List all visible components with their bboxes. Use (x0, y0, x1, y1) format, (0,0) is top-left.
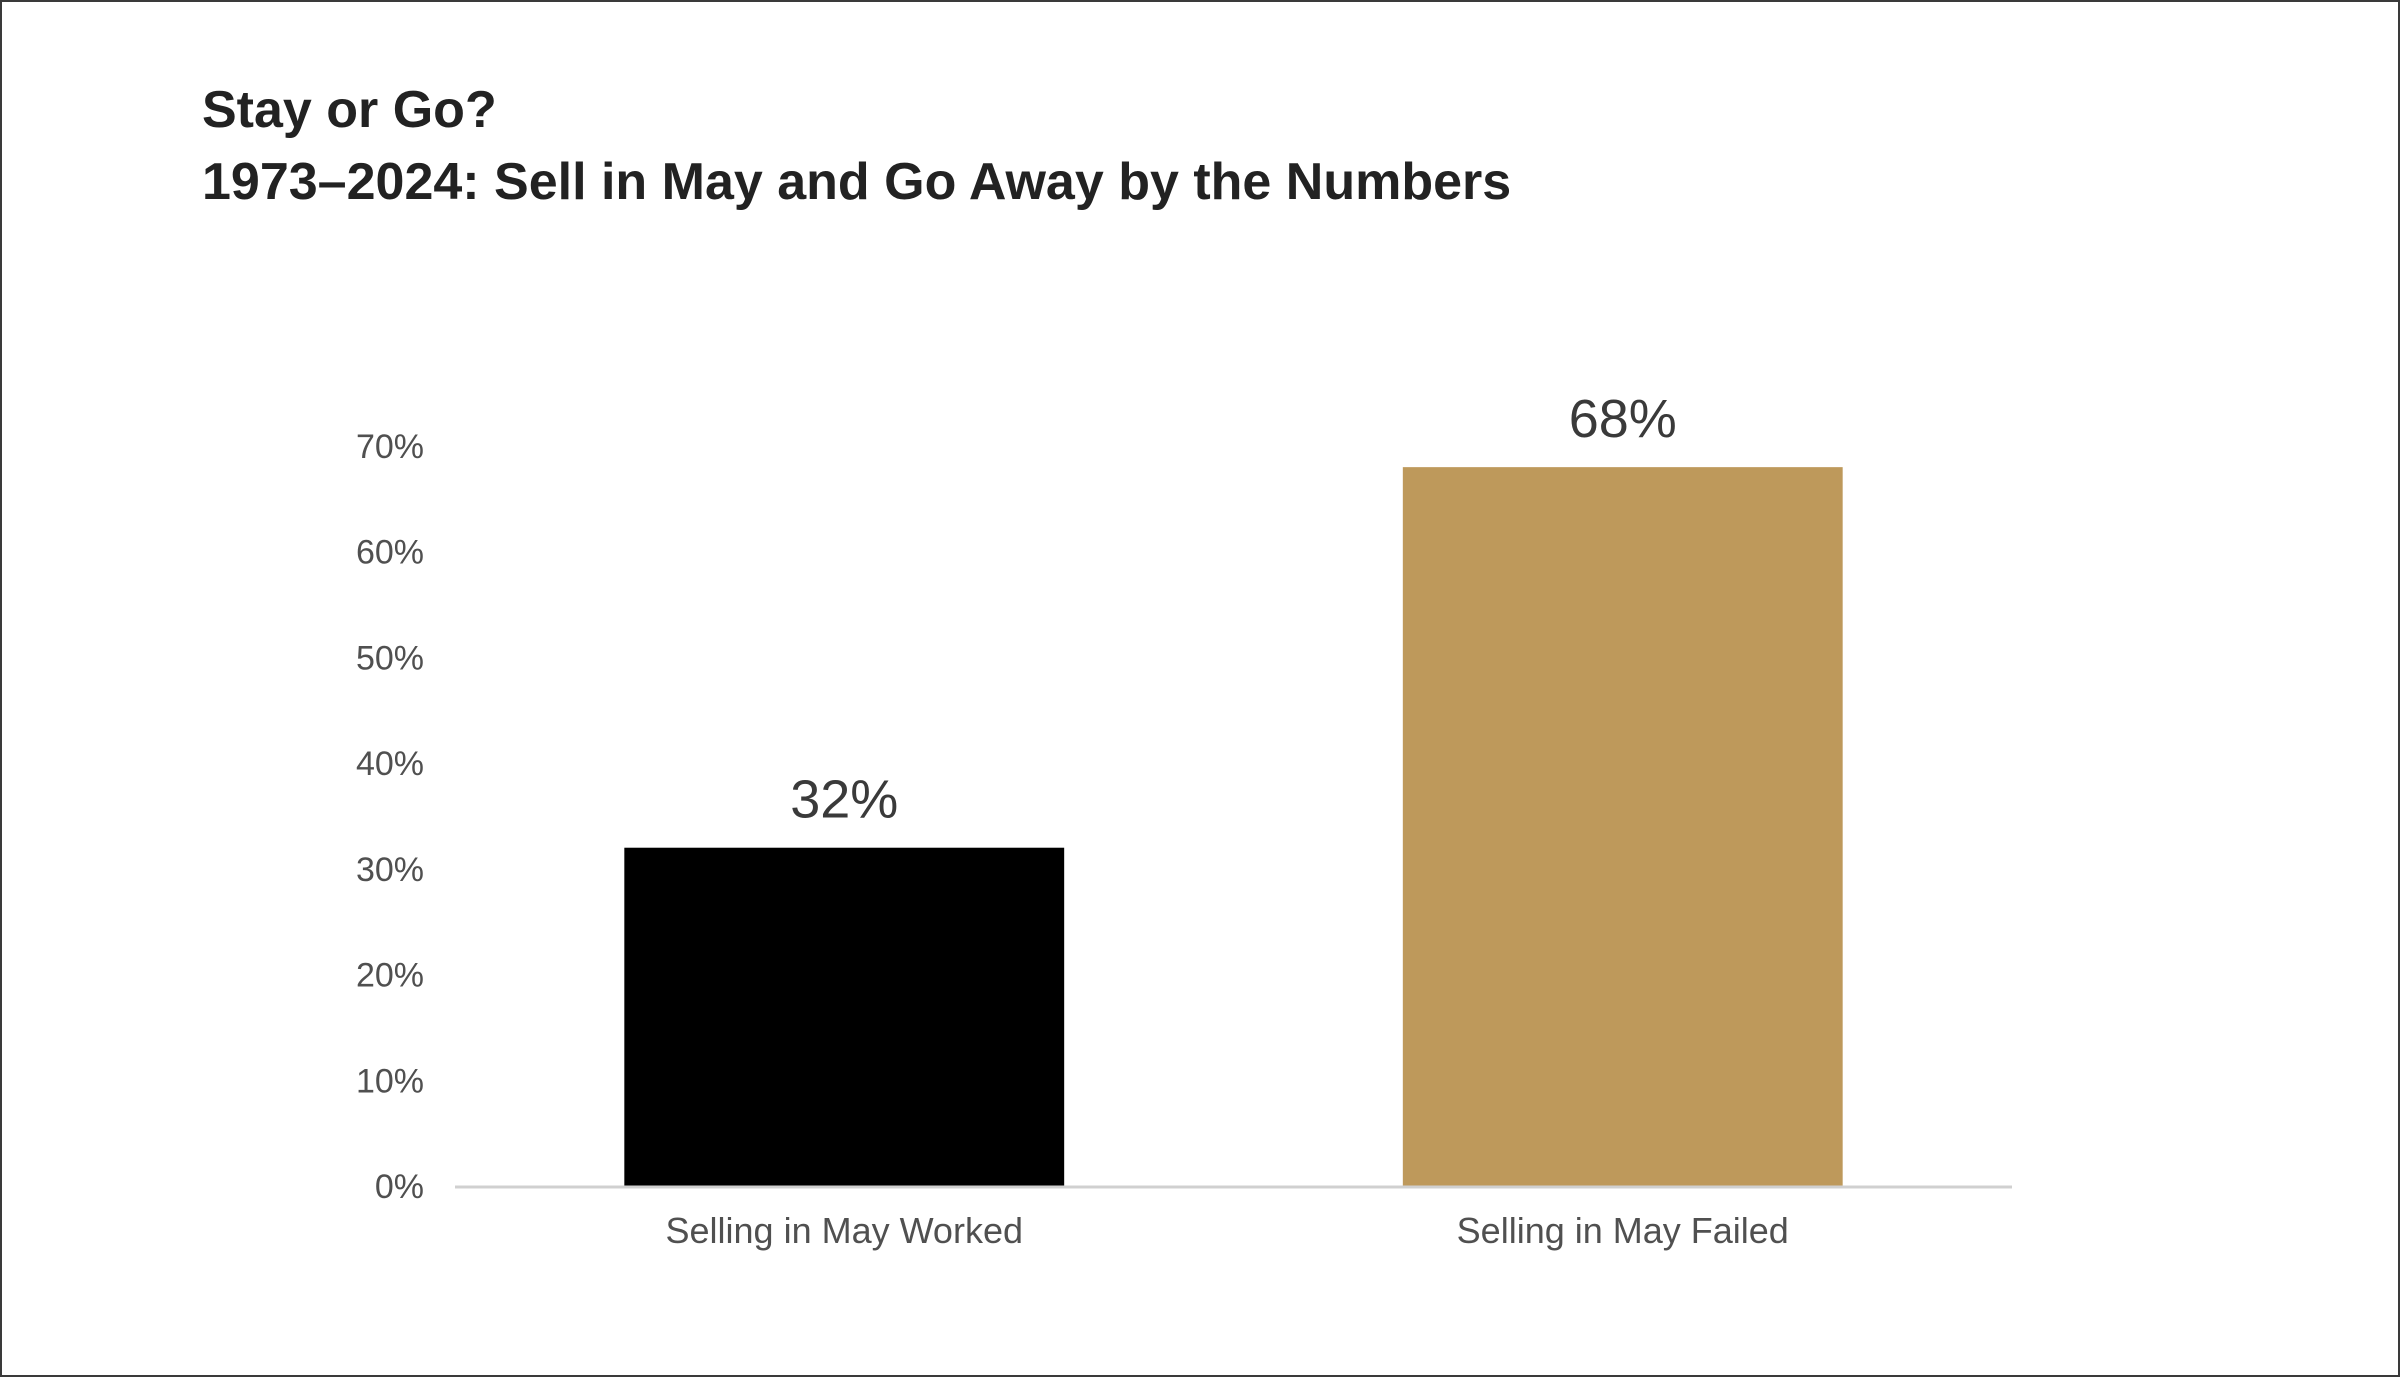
title-block: Stay or Go? 1973–2024: Sell in May and G… (202, 74, 1511, 218)
chart-title: Stay or Go? (202, 81, 497, 139)
y-tick-label: 0% (375, 1168, 424, 1206)
bars (624, 467, 1843, 1187)
x-category-label-1: Selling in May Worked (666, 1210, 1024, 1251)
x-axis-labels: Selling in May Worked Selling in May Fail… (666, 1210, 1789, 1251)
bar-1 (624, 847, 1065, 1186)
y-tick-label: 20% (356, 957, 424, 995)
y-tick-label: 40% (356, 745, 424, 783)
y-tick-label: 70% (356, 428, 424, 466)
y-tick-label: 10% (356, 1062, 424, 1100)
y-axis: 0% 10% 20% 30% 40% 50% 60% 70% (356, 428, 424, 1206)
y-tick-label: 30% (356, 851, 424, 889)
data-label-1: 32% (790, 770, 898, 830)
y-tick-label: 50% (356, 639, 424, 677)
chart-subtitle: 1973–2024: Sell in May and Go Away by th… (202, 153, 1512, 211)
bar-2 (1402, 467, 1843, 1187)
y-tick-label: 60% (356, 534, 424, 572)
data-labels: 32% 68% (790, 389, 1677, 830)
x-category-label-2: Selling in May Failed (1457, 1210, 1789, 1251)
data-label-2: 68% (1569, 389, 1677, 449)
